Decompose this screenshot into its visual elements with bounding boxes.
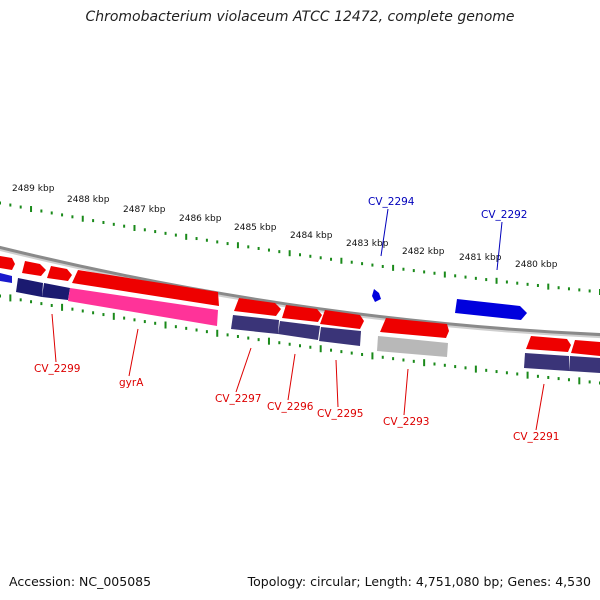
reverse-strand-genes bbox=[0, 273, 527, 320]
label-leader-line bbox=[287, 353, 296, 401]
gene-arrow[interactable] bbox=[372, 289, 381, 302]
gene-labels: CV_2294CV_2292CV_2299gyrACV_2297CV_2296C… bbox=[34, 196, 560, 443]
label-leader-line bbox=[496, 221, 503, 271]
genome-backbone bbox=[0, 245, 600, 337]
gene-arrow[interactable] bbox=[72, 270, 219, 306]
label-leader-line bbox=[335, 359, 339, 408]
label-leader-line bbox=[380, 208, 389, 257]
gene-arrow[interactable] bbox=[22, 261, 46, 276]
gene-arrow[interactable] bbox=[282, 305, 322, 322]
map-title: Chromobacterium violaceum ATCC 12472, co… bbox=[85, 9, 515, 25]
gene-arrow[interactable] bbox=[320, 310, 364, 329]
gene-arrow[interactable] bbox=[0, 256, 15, 270]
label-leader-line bbox=[535, 383, 545, 431]
ruler-label: 2484 kbp bbox=[290, 231, 333, 241]
feature-layer bbox=[16, 278, 600, 373]
ruler-label: 2482 kbp bbox=[402, 247, 445, 257]
gene-label[interactable]: CV_2297 bbox=[215, 393, 262, 405]
gene-label[interactable]: CV_2292 bbox=[481, 209, 528, 221]
ruler-label: 2480 kbp bbox=[515, 260, 558, 270]
cds-feature[interactable] bbox=[524, 353, 569, 371]
ruler-label: 2486 kbp bbox=[179, 214, 222, 224]
ruler-label: 2483 kbp bbox=[346, 239, 389, 249]
gene-arrow[interactable] bbox=[47, 266, 72, 281]
pseudo-feature[interactable] bbox=[377, 336, 448, 357]
ruler-label: 2489 kbp bbox=[12, 184, 55, 194]
gene-label[interactable]: CV_2291 bbox=[513, 431, 560, 443]
ruler-labels: 2489 kbp 2488 kbp 2487 kbp 2486 kbp 2485 kbp… bbox=[12, 184, 558, 270]
gene-label[interactable]: gyrA bbox=[119, 377, 144, 389]
gene-arrow[interactable] bbox=[380, 318, 449, 338]
label-leader-line bbox=[51, 313, 57, 363]
gene-arrow[interactable] bbox=[526, 336, 571, 352]
cds-feature[interactable] bbox=[42, 283, 70, 300]
gene-label[interactable]: CV_2293 bbox=[383, 416, 430, 428]
forward-strand-genes bbox=[0, 256, 600, 356]
outer-tick-ring bbox=[0, 201, 600, 295]
ruler-label: 2488 kbp bbox=[67, 195, 110, 205]
accession-text: Accession: NC_005085 bbox=[9, 574, 152, 589]
ruler-label: 2487 kbp bbox=[123, 205, 166, 215]
cds-feature[interactable] bbox=[278, 321, 320, 340]
rna-feature[interactable] bbox=[68, 288, 218, 326]
cds-feature[interactable] bbox=[319, 327, 361, 346]
cds-feature[interactable] bbox=[231, 315, 279, 334]
gene-arrow[interactable] bbox=[571, 340, 600, 356]
gene-label[interactable]: CV_2294 bbox=[368, 196, 415, 208]
label-leader-lines bbox=[51, 208, 545, 431]
ruler-label: 2481 kbp bbox=[459, 253, 502, 263]
label-leader-line bbox=[235, 347, 252, 393]
inner-tick-ring bbox=[0, 294, 600, 385]
topology-text: Topology: circular; Length: 4,751,080 bp… bbox=[247, 574, 591, 589]
gene-label[interactable]: CV_2295 bbox=[317, 408, 364, 420]
cds-feature[interactable] bbox=[569, 356, 600, 373]
gene-arrow[interactable] bbox=[0, 273, 12, 283]
ruler-label: 2485 kbp bbox=[234, 223, 277, 233]
gene-arrow[interactable] bbox=[455, 299, 527, 320]
gene-arrow[interactable] bbox=[234, 298, 281, 316]
label-leader-line bbox=[128, 328, 139, 377]
gene-label[interactable]: CV_2296 bbox=[267, 401, 314, 413]
label-leader-line bbox=[403, 368, 409, 416]
gene-label[interactable]: CV_2299 bbox=[34, 363, 81, 375]
cds-feature[interactable] bbox=[16, 278, 43, 297]
